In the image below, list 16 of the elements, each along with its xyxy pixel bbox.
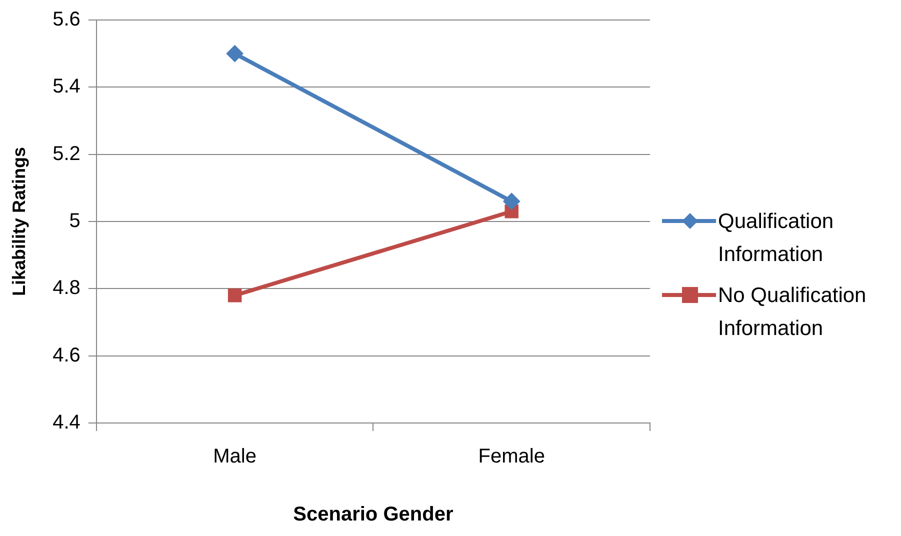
point	[226, 45, 244, 62]
y-tick-label: 5.6	[52, 8, 80, 31]
x-tick-label: Male	[213, 446, 256, 468]
legend-label: No Qualification Information	[718, 283, 868, 342]
x-tick-label: Female	[478, 446, 545, 468]
y-tick-label: 4.6	[52, 344, 80, 366]
legend-label: Qualification Information	[718, 209, 835, 268]
y-tick-label: 4.8	[52, 277, 80, 300]
x-axis-title: Scenario Gender	[293, 504, 454, 526]
y-tick-label: 5.2	[52, 142, 80, 165]
y-tick-label: 4.4	[52, 412, 80, 434]
y-axis-title: Likability Ratings	[8, 146, 29, 296]
point	[228, 288, 242, 302]
y-tick-label: 5.4	[52, 76, 80, 98]
y-tick-label: 5	[69, 210, 80, 232]
point	[503, 192, 520, 210]
